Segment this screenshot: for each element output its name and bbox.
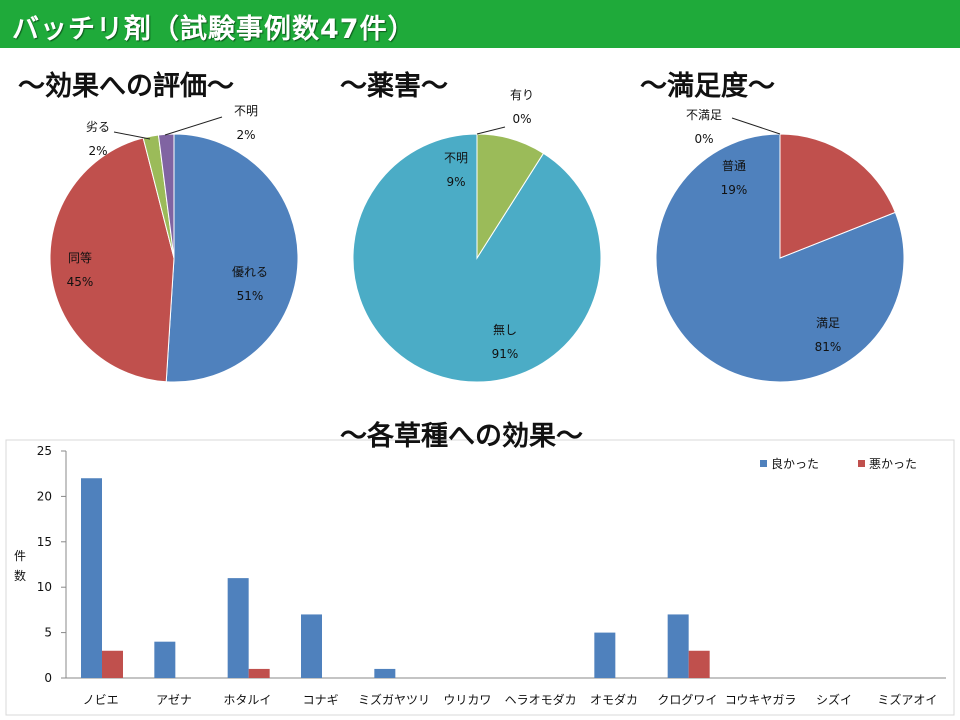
y-tick-5: 5 — [44, 626, 52, 640]
pie3-leader-2 — [731, 117, 781, 135]
pie2-label-1: 不明 — [444, 151, 468, 165]
pie1-pct-3: 2% — [236, 128, 255, 142]
pie1-slice-0 — [165, 133, 299, 383]
pie2-pct-1: 9% — [446, 175, 465, 189]
pie2-leader-2 — [476, 126, 506, 135]
y-axis-label-char-1: 数 — [14, 568, 26, 583]
pie2-label-2: 有り — [510, 88, 534, 102]
x-tick-5: ウリカワ — [443, 693, 491, 707]
bar-0-7 — [594, 632, 616, 678]
pie3-label-0: 満足 — [816, 316, 840, 330]
y-tick-25: 25 — [37, 444, 52, 458]
pie3-slice-0 — [655, 133, 905, 383]
bar-1-0 — [102, 650, 123, 678]
y-tick-20: 20 — [37, 489, 52, 503]
legend-swatch-0 — [760, 460, 767, 467]
pie1-pct-2: 2% — [88, 144, 107, 158]
pie1-label-0: 優れる — [232, 265, 268, 279]
y-tick-0: 0 — [44, 671, 52, 685]
pie3-label-1: 普通 — [722, 159, 746, 173]
pie1-label-3: 不明 — [234, 104, 258, 118]
bar-chart-frame — [5, 439, 955, 716]
pie1-leader-2 — [113, 131, 151, 140]
pie2-label-0: 無し — [493, 322, 517, 337]
pie3-title: ～満足度～ — [640, 71, 775, 102]
x-tick-2: ホタルイ — [223, 693, 271, 707]
bar-1-2 — [248, 668, 270, 678]
x-tick-6: ヘラオモダカ — [505, 692, 577, 707]
bar-0-8 — [667, 614, 689, 678]
legend-label-0: 良かった — [771, 456, 819, 471]
x-tick-3: コナギ — [303, 693, 339, 707]
x-tick-4: ミズガヤツリ — [358, 692, 430, 707]
bar-0-4 — [374, 668, 396, 678]
pie1-leader-3 — [164, 116, 223, 136]
pie1-slice-1 — [49, 137, 175, 383]
x-tick-9: コウキヤガラ — [725, 693, 797, 707]
pie1-title: ～効果への評価～ — [18, 71, 234, 102]
legend-swatch-1 — [858, 460, 865, 467]
pie-chart-effect: 優れる 51% 同等 45% 劣る 2% 不明 2% — [49, 104, 299, 383]
page-title: バッチリ剤（試験事例数47件） — [12, 14, 416, 45]
bar-0-2 — [227, 578, 249, 678]
y-axis-label-char-0: 件 — [14, 549, 26, 563]
bar-0-1 — [154, 641, 176, 678]
y-tick-10: 10 — [37, 580, 52, 594]
x-tick-10: シズイ — [816, 692, 852, 707]
bar-1-8 — [688, 650, 710, 678]
pie1-pct-0: 51% — [237, 289, 264, 303]
pie3-pct-2: 0% — [694, 132, 713, 146]
bar-title: ～各草種への効果～ — [340, 421, 583, 452]
pie2-pct-2: 0% — [512, 112, 531, 126]
x-tick-11: ミズアオイ — [877, 692, 937, 707]
pie1-label-2: 劣る — [86, 120, 110, 134]
header-bar: バッチリ剤（試験事例数47件） — [0, 0, 960, 48]
pie-chart-damage: 無し 91% 不明 9% 有り 0% — [352, 88, 602, 383]
pie3-pct-0: 81% — [815, 340, 842, 354]
pie1-label-1: 同等 — [68, 251, 92, 265]
pie3-slice-1 — [779, 133, 896, 259]
y-tick-15: 15 — [37, 535, 52, 549]
pie3-pct-1: 19% — [721, 183, 748, 197]
x-tick-8: クログワイ — [657, 693, 717, 707]
pie-chart-satisfaction: 満足 81% 普通 19% 不満足 0% — [655, 108, 905, 383]
pie2-pct-0: 91% — [492, 347, 519, 361]
pie3-label-2: 不満足 — [686, 108, 722, 122]
x-tick-0: ノビエ — [83, 693, 119, 707]
pie2-title: ～薬害～ — [340, 71, 448, 102]
bar-0-3 — [301, 614, 322, 678]
x-tick-1: アゼナ — [156, 693, 192, 707]
bar-0-0 — [81, 478, 102, 678]
legend-label-1: 悪かった — [869, 457, 917, 471]
x-tick-7: オモダカ — [590, 692, 638, 707]
pie1-pct-1: 45% — [67, 275, 94, 289]
